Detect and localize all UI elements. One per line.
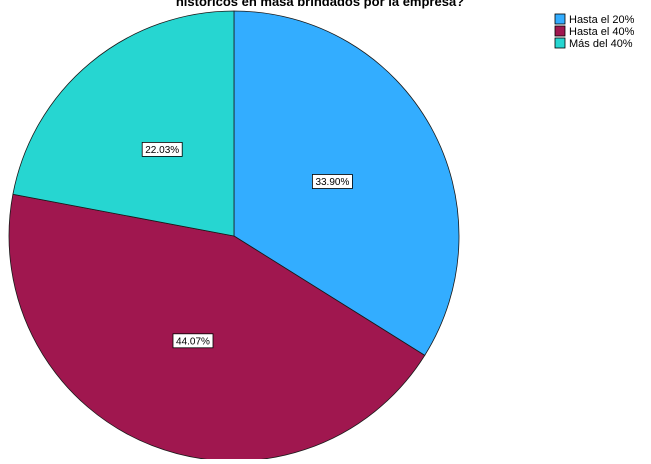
legend-swatch [554, 13, 566, 25]
data-label-box [141, 141, 183, 157]
data-label-2: 44.07% [172, 333, 214, 349]
legend-label: Más del 40% [569, 38, 633, 50]
data-label-text: 33.90% [315, 177, 349, 188]
data-label-3: 22.03% [141, 141, 183, 157]
data-label-box [172, 333, 214, 349]
legend: Hasta el 20%Hasta el 40%Más del 40% [554, 13, 635, 50]
data-label-1: 33.90% [311, 174, 353, 189]
data-label-text: 44.07% [176, 336, 210, 347]
legend-item-2: Hasta el 40% [554, 25, 635, 38]
legend-item-3: Más del 40% [554, 37, 633, 50]
legend-swatch [554, 25, 566, 37]
chart-title: históricos en masa brindados por la empr… [176, 0, 464, 9]
legend-item-1: Hasta el 20% [554, 13, 635, 26]
data-label-text: 22.03% [145, 145, 179, 156]
pie-slice-2 [8, 193, 426, 462]
pie-data-labels: 33.90% 44.07% 22.03% [141, 141, 353, 349]
data-label-box [311, 174, 353, 189]
legend-swatch [554, 37, 566, 49]
pie-slice-3 [12, 10, 235, 237]
legend-label: Hasta el 20% [569, 14, 635, 26]
pie-slices [8, 10, 460, 462]
legend-label: Hasta el 40% [569, 26, 635, 38]
